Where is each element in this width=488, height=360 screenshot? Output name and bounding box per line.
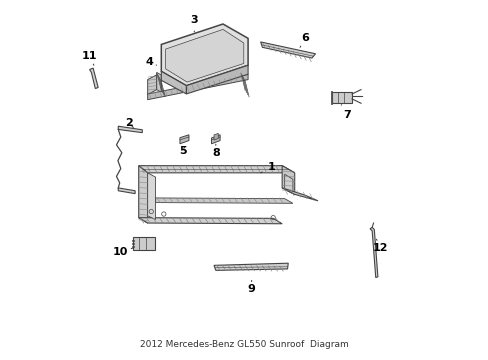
- Polygon shape: [118, 126, 142, 133]
- Polygon shape: [161, 24, 247, 86]
- Text: 2: 2: [125, 118, 133, 128]
- Text: 12: 12: [372, 239, 388, 253]
- Polygon shape: [118, 188, 135, 194]
- Polygon shape: [260, 42, 315, 58]
- Polygon shape: [186, 65, 247, 94]
- Text: 7: 7: [341, 105, 350, 121]
- Polygon shape: [330, 91, 332, 104]
- Text: 8: 8: [211, 144, 219, 158]
- Text: 5: 5: [179, 146, 186, 156]
- Polygon shape: [139, 166, 147, 223]
- Polygon shape: [284, 174, 292, 194]
- Polygon shape: [282, 188, 317, 201]
- Polygon shape: [214, 134, 218, 140]
- Text: 2012 Mercedes-Benz GL550 Sunroof  Diagram: 2012 Mercedes-Benz GL550 Sunroof Diagram: [140, 340, 348, 349]
- Polygon shape: [332, 92, 351, 103]
- Polygon shape: [147, 74, 247, 100]
- Polygon shape: [139, 218, 282, 224]
- Text: 10: 10: [113, 247, 132, 257]
- Polygon shape: [211, 135, 220, 144]
- Polygon shape: [282, 166, 294, 194]
- Polygon shape: [147, 173, 155, 220]
- Text: 4: 4: [145, 57, 156, 67]
- Polygon shape: [369, 227, 377, 278]
- Polygon shape: [133, 237, 155, 250]
- Text: 3: 3: [190, 15, 198, 32]
- Polygon shape: [156, 72, 161, 92]
- Text: 6: 6: [300, 33, 309, 47]
- Text: 9: 9: [247, 280, 255, 294]
- Polygon shape: [139, 166, 294, 173]
- Polygon shape: [165, 30, 244, 82]
- Polygon shape: [214, 263, 287, 270]
- Polygon shape: [161, 71, 186, 94]
- Polygon shape: [89, 68, 98, 89]
- Text: 11: 11: [81, 51, 97, 65]
- Polygon shape: [147, 75, 156, 95]
- Polygon shape: [155, 198, 292, 203]
- Polygon shape: [180, 135, 188, 144]
- Text: 1: 1: [260, 162, 275, 173]
